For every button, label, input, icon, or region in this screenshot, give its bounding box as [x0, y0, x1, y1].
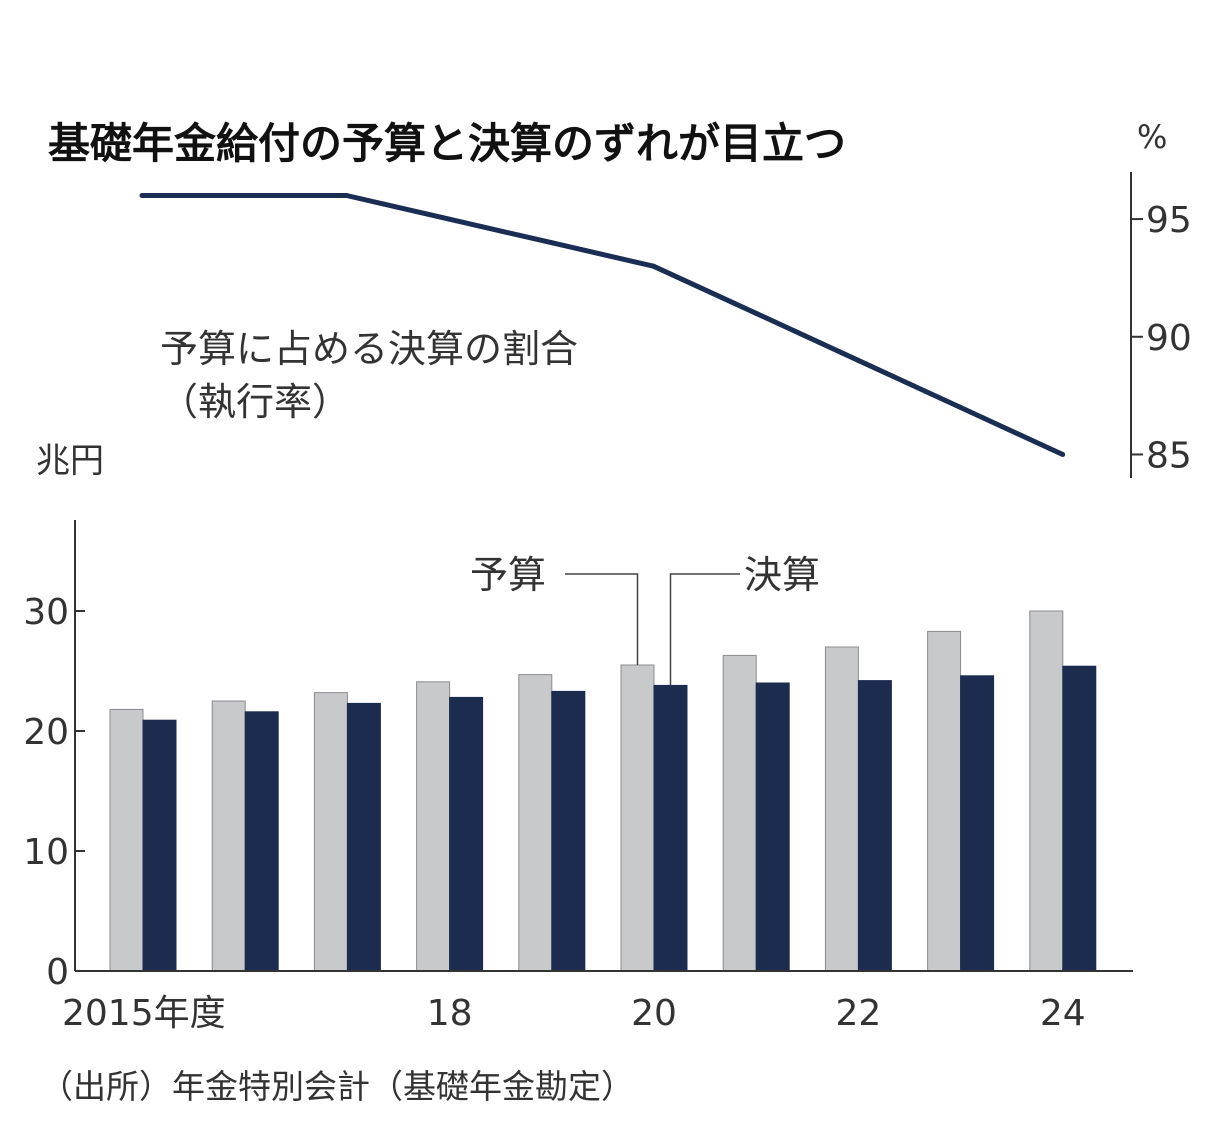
- bar-x-tick-label: 22: [835, 993, 881, 1034]
- execution-rate-point: [1060, 451, 1066, 457]
- bar-chart: 0 10 20 30 2015年度 18 20 22 24 予算 決算: [23, 520, 1133, 1034]
- settlement-bar: [142, 719, 177, 972]
- execution-rate-point: [855, 357, 861, 363]
- line-series-label-sub: （執行率）: [160, 380, 350, 424]
- budget-bar: [1029, 610, 1064, 972]
- execution-rate-point: [241, 193, 247, 199]
- legend-settlement-label: 決算: [744, 553, 820, 597]
- settlement-bar: [551, 690, 586, 972]
- execution-rate-point: [957, 404, 963, 410]
- settlement-bar: [960, 675, 995, 972]
- execution-rate-point: [446, 216, 452, 222]
- settlement-bar: [346, 702, 381, 972]
- budget-bar: [518, 674, 553, 972]
- execution-rate-point: [344, 193, 350, 199]
- bar-y-tick-label: 10: [23, 832, 69, 873]
- line-unit-label: %: [1137, 118, 1167, 156]
- bar-y-tick-label: 30: [23, 592, 69, 633]
- budget-bar: [927, 630, 962, 972]
- budget-bar: [620, 664, 655, 972]
- settlement-bar: [857, 680, 892, 972]
- bar-y-tick-label: 20: [23, 712, 69, 753]
- budget-bar: [824, 646, 859, 972]
- budget-bar: [211, 700, 246, 972]
- budget-leader-line: [565, 573, 639, 665]
- bar-x-tick-label: 20: [631, 993, 677, 1034]
- settlement-bar: [1062, 665, 1097, 972]
- line-chart: 85 90 95: [139, 172, 1192, 478]
- execution-rate-point: [139, 193, 145, 199]
- execution-rate-point: [753, 310, 759, 316]
- settlement-bar: [653, 684, 688, 972]
- budget-bar: [416, 681, 451, 972]
- chart-title: 基礎年金給付の予算と決算のずれが目立つ: [48, 119, 846, 168]
- settlement-bar: [244, 711, 279, 972]
- execution-rate-point: [651, 263, 656, 269]
- settlement-bar: [449, 696, 484, 972]
- budget-bar: [313, 692, 348, 972]
- bar-x-tick-label: 2015年度: [62, 993, 226, 1034]
- budget-bar: [109, 708, 144, 972]
- execution-rate-line: [142, 193, 1064, 457]
- line-y-tick-label: 90: [1146, 318, 1192, 359]
- source-note: （出所）年金特別会計（基礎年金勘定）: [40, 1067, 634, 1106]
- bar-unit-label: 兆円: [36, 441, 104, 481]
- settlement-bar: [755, 682, 790, 972]
- bar-x-tick-label: 24: [1040, 993, 1086, 1034]
- execution-rate-point: [548, 240, 554, 246]
- budget-bar: [722, 654, 757, 972]
- line-y-tick-label: 85: [1146, 435, 1192, 476]
- bar-x-tick-label: 18: [427, 993, 473, 1034]
- line-series-label: 予算に占める決算の割合: [160, 327, 578, 371]
- settlement-leader-line: [669, 573, 740, 686]
- line-y-tick-label: 95: [1146, 200, 1192, 241]
- bar-y-tick-label: 0: [46, 952, 69, 993]
- legend-budget-label: 予算: [470, 553, 546, 597]
